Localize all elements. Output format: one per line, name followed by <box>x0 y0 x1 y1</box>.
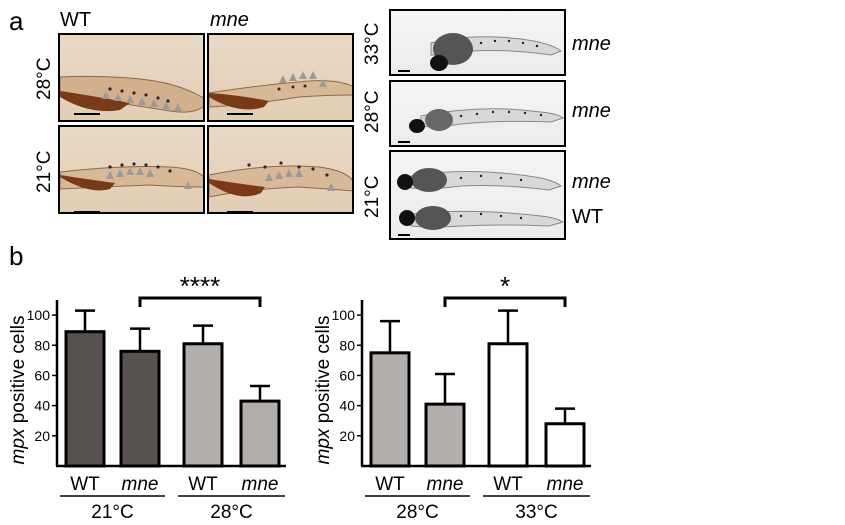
x-category-label: mne <box>427 474 464 495</box>
right-genotype-mne-33c: mne <box>572 33 611 55</box>
x-category-label: WT <box>493 474 523 495</box>
column-label-mne: mne <box>210 9 249 31</box>
panel-a-letter: a <box>9 6 24 36</box>
bar <box>119 349 161 468</box>
larva-photo-mne-28c <box>389 80 566 147</box>
significance-label: **** <box>180 271 220 301</box>
x-category-label: mne <box>547 474 584 495</box>
y-axis-label-rest: positive cells <box>313 316 334 429</box>
bar <box>182 342 224 468</box>
x-category-label: mne <box>242 474 279 495</box>
embryo-photo-mne-28c <box>207 33 354 122</box>
group-label: 21°C <box>91 502 133 523</box>
significance-bracket <box>138 296 262 307</box>
y-tick-label: 80 <box>339 337 355 353</box>
y-axis-label-rest: positive cells <box>8 316 29 429</box>
embryo-photo-wt-28c <box>58 33 205 122</box>
group-label: 33°C <box>515 502 557 523</box>
right-temp-21c: 21°C <box>362 175 383 218</box>
y-tick-label: 40 <box>34 398 50 414</box>
right-temp-33c: 33°C <box>362 22 383 65</box>
group-label: 28°C <box>210 502 252 523</box>
y-tick-label: 100 <box>27 307 51 323</box>
right-genotype-mne-21c: mne <box>572 171 611 193</box>
x-category-label: WT <box>70 474 100 495</box>
significance-bracket <box>443 296 567 307</box>
panel-b-letter: b <box>9 241 24 271</box>
x-category-label: WT <box>375 474 405 495</box>
group-label: 28°C <box>396 502 438 523</box>
bar <box>487 342 529 468</box>
column-label-wt: WT <box>60 9 92 31</box>
y-tick-label: 40 <box>339 398 355 414</box>
y-axis-label: mpx positive cells <box>8 316 29 465</box>
bar <box>369 351 411 468</box>
embryo-photo-mne-21c <box>207 125 354 214</box>
x-category-label: mne <box>122 474 159 495</box>
row-label-21c: 21°C <box>34 150 55 193</box>
bar <box>64 330 106 468</box>
y-tick-label: 60 <box>34 367 50 383</box>
y-tick-label: 100 <box>332 307 356 323</box>
larva-photo-21c-pair <box>389 150 566 240</box>
x-category-label: WT <box>188 474 218 495</box>
bar <box>544 422 586 468</box>
y-axis-label-italic: mpx <box>8 427 29 464</box>
y-tick-label: 80 <box>34 337 50 353</box>
bar-chart-28c-33c: mpx positive cells 20 40 60 80 100 WT mne WT mne 2… <box>313 271 591 523</box>
bar-chart-21c-28c: mpx positive cells 20 40 60 80 100 WT mne WT mne 2… <box>8 271 286 523</box>
y-tick-label: 20 <box>34 428 50 444</box>
right-temp-28c: 28°C <box>362 90 383 133</box>
right-genotype-wt-21c: WT <box>572 206 604 228</box>
bar <box>239 399 281 468</box>
significance-label: * <box>500 271 510 301</box>
y-tick-label: 20 <box>339 428 355 444</box>
bar <box>424 402 466 468</box>
row-label-28c: 28°C <box>34 57 55 100</box>
right-genotype-mne-28c: mne <box>572 100 611 122</box>
larva-photo-mne-33c <box>389 9 566 76</box>
y-tick-label: 60 <box>339 367 355 383</box>
y-axis-label: mpx positive cells <box>313 316 334 465</box>
embryo-photo-wt-21c <box>58 125 205 214</box>
y-axis-label-italic: mpx <box>313 427 334 464</box>
